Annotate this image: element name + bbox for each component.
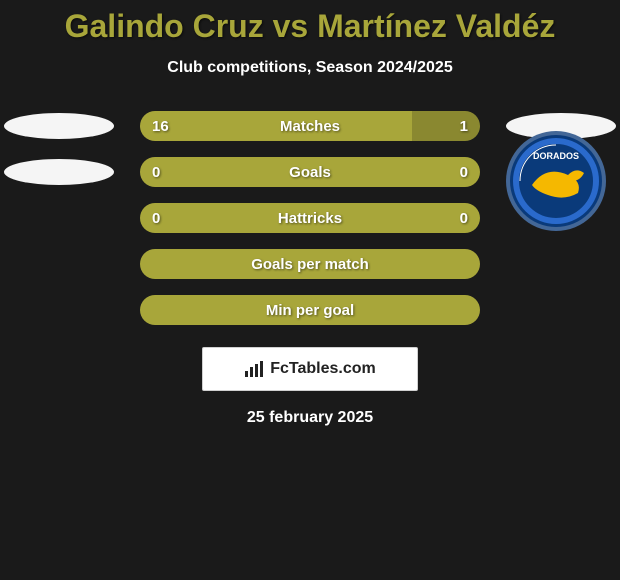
bar-segment-full [140,157,480,187]
stat-bar: Matches161 [140,111,480,141]
stat-bar: Min per goal [140,295,480,325]
subtitle: Club competitions, Season 2024/2025 [0,59,620,77]
footer-brand-text: FcTables.com [270,360,376,378]
bar-segment-right [412,111,480,141]
stat-rows: Matches161 DORADOS Goals00 Hattricks00 Goa… [0,103,620,333]
svg-text:DORADOS: DORADOS [533,151,579,161]
date-text: 25 february 2025 [0,409,620,427]
barchart-icon [244,360,266,378]
stat-row: Min per goal [0,287,620,333]
stat-bar: Goals per match [140,249,480,279]
stat-bar: Goals00 [140,157,480,187]
stat-row: Goals per match [0,241,620,287]
player-badge-left [4,113,114,139]
player-badge-left [4,159,114,185]
bar-segment-left [140,111,412,141]
comparison-infographic: Galindo Cruz vs Martínez Valdéz Club com… [0,0,620,427]
stat-row: DORADOS Goals00 [0,149,620,195]
bar-segment-full [140,203,480,233]
stat-row: Hattricks00 [0,195,620,241]
bar-segment-full [140,249,480,279]
stat-bar: Hattricks00 [140,203,480,233]
footer-brand: FcTables.com [202,347,418,391]
page-title: Galindo Cruz vs Martínez Valdéz [0,8,620,45]
bar-segment-full [140,295,480,325]
